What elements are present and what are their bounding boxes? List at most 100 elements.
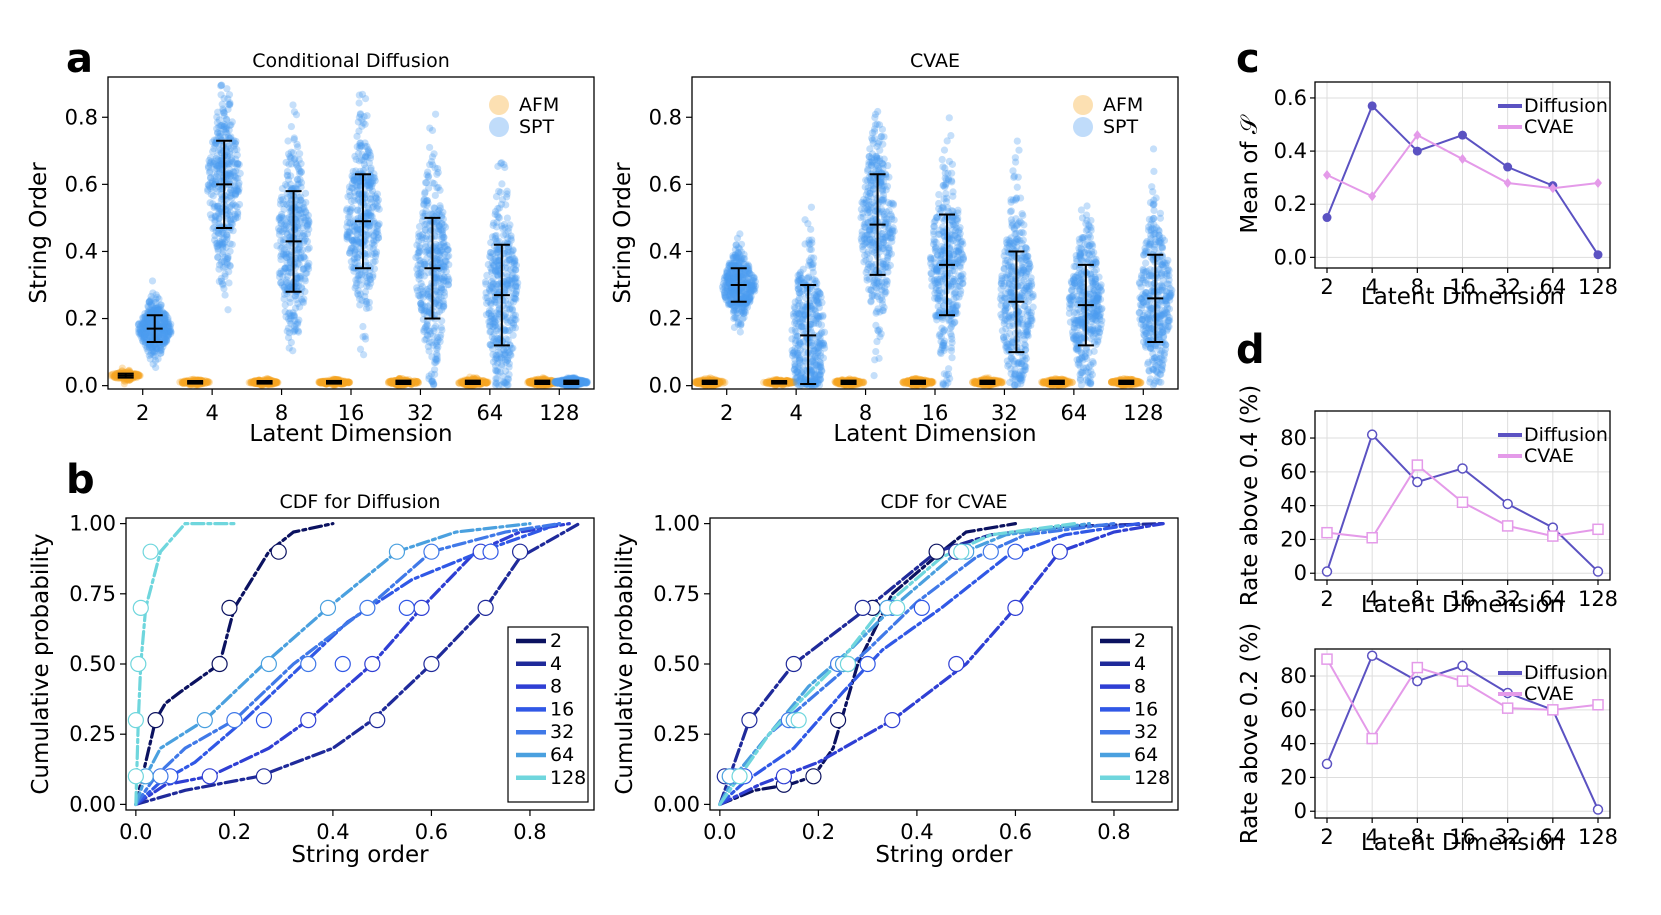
strip-point-spt [354, 186, 362, 195]
strip-point-afm [181, 378, 189, 386]
strip-point-afm [315, 378, 324, 386]
strip-point-spt [218, 235, 227, 243]
strip-point-afm [466, 373, 474, 381]
strip-point-spt [146, 297, 154, 305]
strip-point-spt [163, 333, 171, 341]
strip-point-afm [133, 370, 142, 379]
strip-point-afm [320, 378, 328, 387]
strip-point-afm [340, 379, 348, 387]
strip-point-afm [251, 378, 259, 387]
strip-point-spt [226, 172, 235, 180]
strip-point-spt [228, 160, 236, 168]
strip-point-spt [157, 349, 165, 357]
strip-point-spt [497, 327, 505, 335]
y-tick-label: 0.6 [65, 172, 98, 196]
strip-point-afm [319, 378, 327, 386]
strip-point-spt [152, 310, 160, 318]
strip-point-afm [111, 372, 119, 380]
strip-point-afm [344, 379, 353, 387]
strip-point-afm [388, 379, 396, 387]
strip-point-afm [118, 364, 126, 372]
strip-point-spt [141, 331, 149, 339]
strip-point-spt [142, 317, 151, 326]
strip-point-afm [387, 377, 396, 385]
strip-point-spt [141, 324, 150, 332]
strip-point-spt [363, 282, 371, 290]
strip-point-afm [201, 379, 209, 387]
strip-point-spt [139, 314, 147, 322]
strip-point-spt [431, 110, 440, 118]
strip-point-spt [144, 320, 152, 328]
strip-point-spt [422, 243, 430, 251]
strip-point-spt [157, 346, 166, 354]
strip-point-spt [228, 240, 236, 249]
strip-point-spt [216, 146, 225, 154]
strip-point-spt [141, 315, 150, 323]
strip-point-afm [108, 372, 115, 380]
strip-point-spt [162, 336, 170, 344]
strip-point-spt [213, 118, 221, 127]
strip-point-afm [249, 378, 257, 386]
strip-point-spt [139, 324, 147, 332]
strip-point-afm [482, 379, 491, 387]
strip-point-afm [110, 373, 118, 381]
strip-point-spt [153, 344, 161, 353]
strip-point-spt [235, 200, 244, 209]
strip-point-spt [139, 325, 147, 333]
strip-point-afm [343, 378, 352, 386]
strip-point-spt [286, 298, 294, 307]
strip-point-spt [220, 109, 228, 117]
strip-point-afm [249, 379, 257, 387]
strip-point-spt [215, 265, 223, 273]
strip-point-spt [154, 321, 162, 329]
strip-point-spt [371, 249, 379, 257]
strip-point-spt [205, 183, 214, 191]
strip-point-spt [208, 177, 216, 186]
strip-point-spt [154, 316, 162, 324]
strip-point-afm [413, 378, 422, 386]
strip-point-spt [143, 318, 151, 326]
strip-point-spt [210, 203, 218, 212]
strip-point-afm [136, 372, 144, 380]
strip-point-afm [315, 378, 323, 386]
panel-label-a: a [66, 36, 93, 82]
strip-point-spt [137, 326, 145, 334]
strip-point-spt [431, 191, 439, 200]
strip-point-spt [224, 169, 233, 177]
strip-point-spt [297, 160, 305, 168]
strip-point-spt [226, 193, 234, 201]
strip-point-spt [146, 306, 154, 314]
strip-point-afm [250, 377, 259, 385]
strip-point-afm [539, 374, 547, 382]
strip-point-spt [152, 306, 160, 314]
strip-point-spt [153, 304, 161, 312]
strip-point-afm [551, 378, 559, 386]
strip-point-spt [421, 188, 429, 196]
strip-point-afm [527, 379, 535, 387]
strip-point-spt [136, 322, 144, 331]
strip-point-spt [161, 310, 169, 318]
strip-point-afm [413, 377, 421, 386]
strip-point-spt [146, 320, 154, 328]
strip-point-spt [138, 328, 147, 336]
strip-point-spt [418, 236, 426, 244]
strip-point-spt [214, 108, 222, 116]
strip-point-afm [272, 378, 280, 386]
strip-point-afm [317, 378, 325, 386]
strip-point-afm [320, 377, 328, 385]
strip-point-afm [525, 378, 534, 386]
y-tick-label: 0.8 [65, 105, 98, 129]
strip-point-spt [416, 243, 424, 251]
strip-point-afm [526, 379, 534, 387]
strip-point-spt [511, 266, 520, 274]
strip-point-spt [145, 317, 154, 326]
strip-point-spt [275, 230, 284, 239]
strip-point-afm [455, 379, 463, 387]
strip-point-spt [210, 236, 219, 244]
strip-point-spt [147, 331, 155, 339]
strip-point-spt [160, 330, 168, 338]
strip-point-spt [490, 255, 498, 264]
strip-point-spt [233, 185, 241, 193]
strip-point-afm [273, 378, 281, 386]
strip-point-spt [162, 320, 170, 328]
